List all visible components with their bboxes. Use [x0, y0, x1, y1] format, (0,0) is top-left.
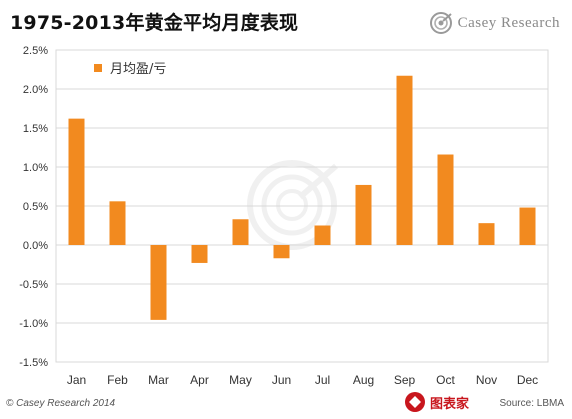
- brand-logo: Casey Research: [429, 9, 560, 37]
- y-tick-label: -1.5%: [19, 357, 48, 369]
- legend-swatch: [94, 64, 102, 72]
- y-tick-label: 1.5%: [23, 123, 48, 135]
- bar-nov: [478, 223, 495, 245]
- bar-aug: [355, 184, 372, 245]
- legend: 月均盈/亏: [94, 62, 166, 77]
- chart-title: 1975-2013年黄金平均月度表现: [10, 12, 299, 34]
- casey-research-logo-icon: [429, 12, 452, 34]
- y-tick-label: 2.0%: [23, 84, 48, 96]
- bar-feb: [109, 201, 126, 245]
- x-tick-label: Jul: [315, 373, 330, 387]
- bar-sep: [396, 75, 413, 246]
- x-tick-label: Dec: [517, 373, 538, 387]
- y-tick-label: 2.5%: [23, 45, 48, 57]
- x-tick-label: Sep: [394, 373, 416, 387]
- x-tick-label: Oct: [436, 373, 455, 387]
- watermark-text: 图表家: [430, 396, 470, 412]
- y-tick-label: -0.5%: [19, 279, 48, 291]
- x-tick-label: Feb: [107, 373, 128, 387]
- bar-jun: [273, 245, 290, 259]
- x-tick-label: Aug: [353, 373, 374, 387]
- y-tick-label: -1.0%: [19, 318, 48, 330]
- watermark-badge: 图表家: [404, 389, 492, 415]
- bar-apr: [191, 245, 208, 263]
- x-tick-label: Mar: [148, 373, 169, 387]
- y-tick-label: 0.0%: [23, 240, 48, 252]
- x-tick-label: Jun: [272, 373, 291, 387]
- bar-may: [232, 219, 249, 245]
- chart-watermark: [247, 160, 338, 250]
- y-tick-label: 0.5%: [23, 201, 48, 213]
- x-tick-label: Nov: [476, 373, 497, 387]
- copyright-text: © Casey Research 2014: [6, 398, 116, 409]
- x-tick-label: Apr: [190, 373, 209, 387]
- bar-mar: [150, 245, 167, 320]
- tubiaojia-logo-icon: [405, 392, 425, 412]
- x-tick-label: May: [229, 373, 252, 387]
- x-tick-label: Jan: [67, 373, 86, 387]
- y-tick-label: 1.0%: [23, 162, 48, 174]
- bar-jan: [68, 118, 85, 245]
- source-text: Source: LBMA: [499, 398, 564, 409]
- legend-label: 月均盈/亏: [110, 62, 166, 77]
- bar-dec: [519, 207, 536, 245]
- bar-jul: [314, 225, 331, 245]
- brand-name: Casey Research: [457, 14, 560, 31]
- bar-oct: [437, 154, 454, 245]
